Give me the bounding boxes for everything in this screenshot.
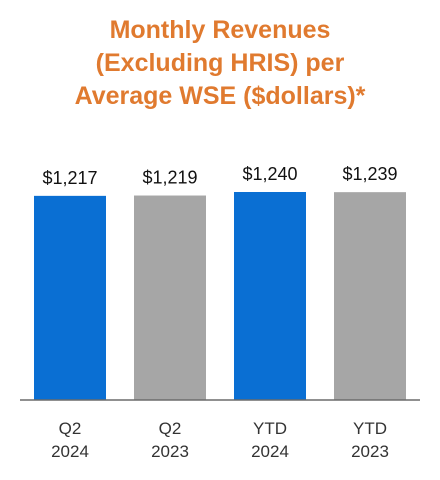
bar-3 — [234, 192, 306, 400]
category-label-2-line-2: 2023 — [151, 442, 189, 461]
category-label-1-line-1: Q2 — [59, 419, 82, 438]
chart-title-line-3: Average WSE ($dollars)* — [74, 82, 366, 110]
bar-value-label-2: $1,219 — [142, 168, 197, 188]
bar-4 — [334, 192, 406, 400]
bar-value-label-1: $1,217 — [42, 168, 97, 188]
chart-title: Monthly Revenues (Excluding HRIS) per Av… — [0, 14, 440, 113]
bars-group — [34, 192, 406, 400]
bar-2 — [134, 195, 206, 400]
category-label-1-line-2: 2024 — [51, 442, 89, 461]
bar-value-label-4: $1,239 — [342, 164, 397, 184]
labels-group: $1,217 Q2 2024 $1,219 Q2 2023 $1,240 YTD 2024 $1,… — [42, 164, 397, 461]
chart-title-line-2: (Excluding HRIS) per — [95, 49, 345, 77]
category-label-2-line-1: Q2 — [159, 419, 182, 438]
chart-title-line-1: Monthly Revenues — [109, 16, 331, 44]
category-label-3-line-2: 2024 — [251, 442, 289, 461]
category-label-4-line-2: 2023 — [351, 442, 389, 461]
category-label-4-line-1: YTD — [353, 419, 387, 438]
category-label-3-line-1: YTD — [253, 419, 287, 438]
bar-value-label-3: $1,240 — [242, 164, 297, 184]
bar-1 — [34, 195, 106, 400]
